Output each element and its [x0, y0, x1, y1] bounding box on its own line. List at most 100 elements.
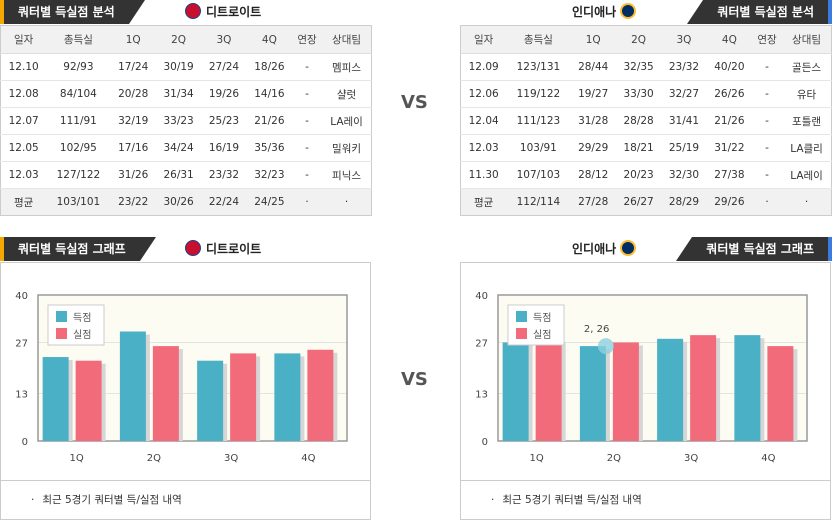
table-cell: 123/131	[506, 53, 571, 81]
table-cell: 28/44	[570, 53, 616, 81]
table-cell: 16/19	[201, 134, 247, 162]
right-graph-team-label: 인디애나	[572, 237, 641, 261]
table-cell: 20/23	[615, 161, 662, 189]
table-cell: 샬럿	[322, 80, 372, 108]
column-header: 상대팀	[782, 25, 832, 54]
table-cell: 29/29	[570, 134, 616, 162]
column-header: 연장	[752, 25, 783, 54]
average-cell: 27/28	[570, 188, 616, 216]
table-row: 11.30 107/103 28/12 20/23 32/30 27/38- LA레이	[460, 161, 832, 189]
column-header: 3Q	[201, 25, 247, 54]
table-cell: 32/27	[661, 80, 707, 108]
table-cell: 31/41	[661, 107, 707, 135]
bar-allowed-4Q	[767, 346, 794, 441]
right-graph-panel: 인디애나 쿼터별 득실점 그래프	[460, 237, 832, 521]
average-cell: ·	[322, 188, 372, 216]
table-cell: -	[292, 107, 323, 135]
table-cell: 23/32	[201, 161, 247, 189]
table-cell: LA레이	[322, 107, 372, 135]
pistons-logo-icon	[185, 240, 201, 256]
column-header: 2Q	[615, 25, 662, 54]
table-cell: 26/26	[706, 80, 753, 108]
average-cell: ·	[782, 188, 832, 216]
x-tick-label: 4Q	[301, 453, 315, 464]
table-cell: 피닉스	[322, 161, 372, 189]
table-cell: 32/30	[661, 161, 707, 189]
table-cell: 111/91	[46, 107, 111, 135]
average-row: 평균 112/114 27/28 26/27 28/29 29/26 · ·	[460, 188, 832, 216]
table-cell: 19/27	[570, 80, 616, 108]
right-stats-table: 일자 총득실 1Q 2Q 3Q 4Q 연장 상대팀 12.09 123/131 28/44 32/35…	[460, 25, 832, 216]
bar-allowed-3Q	[230, 353, 257, 441]
table-cell: 밀워키	[322, 134, 372, 162]
table-cell: 31/22	[706, 134, 753, 162]
right-footnote-text: 최근 5경기 쿼터별 득/실점 내역	[502, 494, 642, 506]
left-table-panel: 쿼터별 득실점 분석 디트로이트 일자 총득실 1Q 2Q 3Q 4Q 연장 상대팀 12.10…	[0, 0, 372, 216]
average-cell: 103/101	[46, 188, 111, 216]
table-cell: 31/34	[155, 80, 202, 108]
table-cell: 40/20	[706, 53, 753, 81]
table-row: 12.04 111/123 31/28 28/28 31/41 21/26- 포틀랜	[460, 107, 832, 135]
table-cell: -	[752, 53, 783, 81]
table-cell: 32/19	[110, 107, 156, 135]
left-team-name: 디트로이트	[206, 5, 262, 19]
table-cell: 31/28	[570, 107, 616, 135]
average-cell: 24/25	[246, 188, 293, 216]
column-header: 1Q	[110, 25, 156, 54]
legend-swatch	[516, 328, 527, 339]
table-cell: 12.06	[460, 80, 507, 108]
average-cell: 26/27	[615, 188, 662, 216]
table-cell: 33/30	[615, 80, 662, 108]
table-cell: -	[752, 80, 783, 108]
average-cell: 112/114	[506, 188, 571, 216]
table-cell: -	[752, 107, 783, 135]
column-header: 4Q	[246, 25, 293, 54]
bar-allowed-2Q	[152, 346, 179, 441]
table-cell: 30/19	[155, 53, 202, 81]
y-tick-label: 27	[475, 338, 488, 349]
left-footnote: · 최근 5경기 쿼터별 득/실점 내역	[1, 480, 370, 519]
legend-swatch	[516, 311, 527, 322]
y-tick-label: 0	[482, 437, 488, 448]
table-cell: 12.07	[0, 107, 47, 135]
bar-scored-3Q	[657, 338, 684, 441]
table-cell: 32/23	[246, 161, 293, 189]
left-stats-table: 일자 총득실 1Q 2Q 3Q 4Q 연장 상대팀 12.10 92/93 17/24 30/19 27…	[0, 25, 372, 216]
pacers-logo-icon	[620, 240, 637, 256]
table-cell: 34/24	[155, 134, 202, 162]
table-cell: 33/23	[155, 107, 202, 135]
table-row: 12.05 102/95 17/16 34/24 16/19 35/36- 밀워키	[0, 134, 372, 162]
average-cell: ·	[292, 188, 323, 216]
bar-scored-4Q	[734, 335, 761, 441]
table-cell: 102/95	[46, 134, 111, 162]
table-cell: 28/12	[570, 161, 616, 189]
x-tick-label: 4Q	[761, 453, 775, 464]
column-header: 3Q	[661, 25, 707, 54]
table-cell: -	[292, 134, 323, 162]
bar-scored-4Q	[274, 353, 301, 441]
left-chart-box: 0 13 27 40 1Q 2Q 3Q 4Q 득점 실점 · 최근 5경기 쿼터별 득/실점 내역	[0, 262, 371, 520]
column-header: 연장	[292, 25, 323, 54]
y-tick-label: 13	[475, 390, 488, 401]
bar-allowed-2Q	[612, 342, 639, 441]
table-cell: LA클리	[782, 134, 832, 162]
table-cell: 12.04	[460, 107, 507, 135]
bar-scored-1Q	[502, 342, 529, 441]
table-cell: -	[292, 161, 323, 189]
legend-label: 득점	[533, 312, 551, 324]
table-cell: 84/104	[46, 80, 111, 108]
y-tick-label: 40	[15, 291, 28, 302]
average-cell: 평균	[0, 188, 47, 216]
left-graph-team-label: 디트로이트	[185, 237, 261, 261]
right-table-title: 쿼터별 득실점 분석	[687, 0, 832, 24]
column-header: 총득실	[46, 25, 111, 54]
bar-scored-2Q	[119, 331, 146, 441]
table-cell: 119/122	[506, 80, 571, 108]
vs-label-bottom: VS	[401, 369, 428, 390]
table-cell: 18/26	[246, 53, 293, 81]
table-cell: 12.10	[0, 53, 47, 81]
average-cell: ·	[752, 188, 783, 216]
average-cell: 23/22	[110, 188, 156, 216]
legend-label: 득점	[73, 312, 91, 324]
